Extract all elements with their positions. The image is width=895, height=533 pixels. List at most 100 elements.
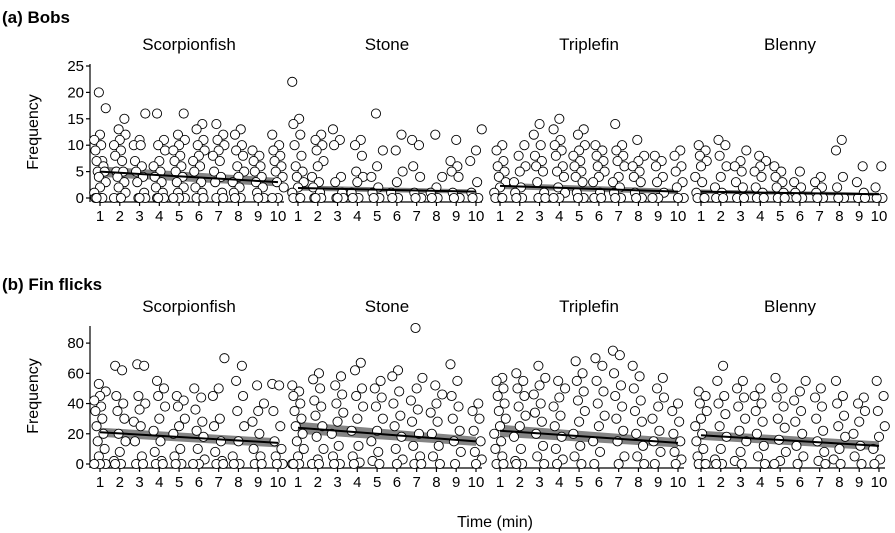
data-point [833,421,844,432]
x-tick-label: 8 [234,208,242,225]
data-point [498,458,509,470]
data-point [715,443,726,454]
data-point [210,446,221,457]
data-point [810,392,821,403]
x-tick-label: 10 [670,208,687,225]
x-tick-label: 5 [175,474,183,491]
data-point [377,145,388,156]
data-point [757,416,768,427]
data-point [652,177,663,188]
data-point [297,428,308,439]
data-point [426,192,437,204]
data-point [539,458,550,470]
data-point [792,458,803,470]
data-point [752,451,764,462]
data-point [658,392,670,403]
data-point [549,421,560,432]
data-point [157,458,168,470]
x-tick-label: 7 [412,474,420,491]
data-point [560,383,571,394]
data-point [555,410,566,421]
data-point [237,390,249,402]
data-point [496,436,507,447]
data-point [669,150,680,161]
data-point [514,166,525,177]
data-point [229,129,241,140]
data-point [789,177,800,188]
x-tick-label: 5 [776,474,784,491]
data-point [832,398,843,409]
data-point [410,192,421,204]
data-point [160,401,171,412]
data-point [417,372,428,383]
data-point [828,454,839,465]
data-point [453,171,464,182]
data-point [410,322,421,334]
data-point [639,458,650,470]
data-point [719,390,730,402]
x-tick-label: 2 [314,208,322,225]
data-point [416,458,427,470]
data-point [548,401,559,412]
data-point [437,171,448,182]
data-point [554,113,565,124]
data-point [732,383,743,394]
data-point [170,458,181,470]
data-point [599,410,610,421]
facet--a-bobs-triplefin: Triplefin 1 2 3 4 5 6 7 8 9 10 [489,35,689,225]
x-tick-label: 3 [736,474,744,491]
data-point [797,428,808,439]
data-point [533,360,544,371]
data-point [610,390,621,402]
data-point [534,119,545,130]
data-point [568,150,579,161]
data-point [597,360,608,371]
data-point [330,380,341,391]
data-point [693,386,704,397]
data-point [327,124,339,135]
x-tick-label: 9 [654,208,662,225]
data-point [89,458,100,470]
data-point [737,182,748,193]
data-point [218,458,229,470]
data-point [635,395,646,406]
x-tick-label: 1 [96,208,104,225]
x-tick-label: 3 [135,474,143,491]
x-tick-label: 7 [214,474,222,491]
data-point [537,440,549,451]
data-point [700,390,711,402]
data-point [188,155,199,167]
data-point [871,375,882,386]
data-point [331,398,342,409]
x-tick-label: 3 [135,208,143,225]
data-point [758,440,769,451]
data-point [518,375,529,386]
data-point [741,145,752,156]
data-point [218,192,229,204]
data-point [315,383,326,394]
x-tick-label: 9 [855,474,863,491]
data-point [172,129,184,140]
data-point [274,380,285,391]
x-tick-label: 1 [294,474,302,491]
data-point [120,436,131,447]
facet-title-triplefin: Triplefin [559,35,619,54]
data-point [288,390,299,402]
data-point [153,140,164,151]
data-point [197,416,208,427]
data-point [830,145,842,156]
x-tick-label: 1 [496,208,504,225]
data-point [115,192,126,204]
y-axis-title--a-bobs: Frequency [25,94,42,170]
data-point [476,124,487,135]
x-tick-label: 7 [412,208,420,225]
data-point [358,401,369,412]
data-point [455,446,466,457]
data-point [700,458,711,470]
data-point [209,421,220,432]
data-point [655,446,666,457]
data-point [191,425,202,436]
x-tick-label: 6 [195,474,203,491]
data-point [695,413,707,424]
data-point [430,380,441,391]
